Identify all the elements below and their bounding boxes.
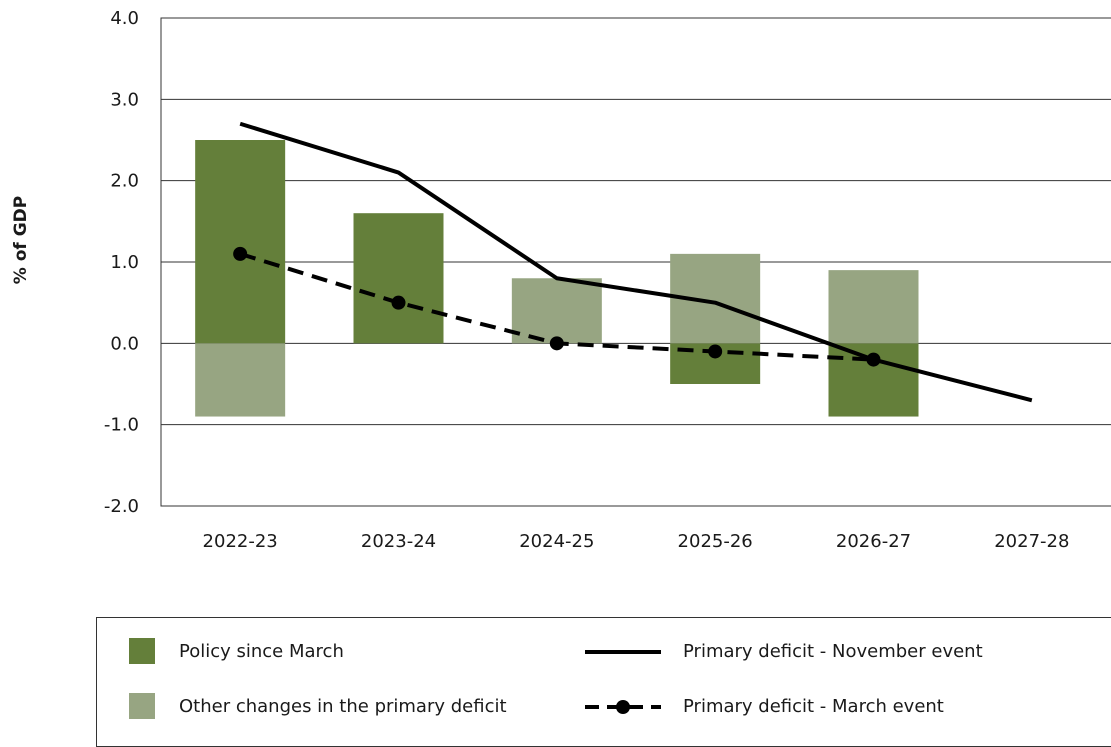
legend-item-other-changes: Other changes in the primary deficit bbox=[129, 693, 507, 719]
march-event-marker bbox=[549, 336, 564, 351]
legend-swatch-other-changes bbox=[129, 693, 155, 719]
march-event-marker bbox=[391, 295, 406, 310]
bar-policy-since-march bbox=[353, 213, 444, 344]
bar-policy-since-march bbox=[195, 140, 286, 344]
legend-item-march: Primary deficit - March event bbox=[583, 696, 944, 717]
legend-label-policy: Policy since March bbox=[179, 640, 344, 662]
plot-frame bbox=[160, 17, 1111, 507]
x-tick-label: 2024-25 bbox=[519, 531, 594, 552]
line-november-event bbox=[239, 121, 1033, 403]
gridlines bbox=[161, 17, 1111, 507]
legend-swatch-policy bbox=[129, 638, 155, 664]
legend-label-march: Primary deficit - March event bbox=[683, 696, 944, 717]
y-tick-label: 0.0 bbox=[110, 333, 139, 354]
y-tick-label: -1.0 bbox=[104, 415, 139, 436]
bar-other-changes bbox=[828, 270, 919, 344]
legend: Policy since March Other changes in the … bbox=[96, 617, 1111, 747]
legend-item-policy: Policy since March bbox=[129, 638, 344, 664]
legend-item-november: Primary deficit - November event bbox=[583, 641, 983, 662]
x-tick-label: 2022-23 bbox=[203, 531, 278, 552]
x-tick-label: 2025-26 bbox=[678, 531, 753, 552]
x-tick-label: 2023-24 bbox=[361, 531, 436, 552]
x-tick-label: 2026-27 bbox=[836, 531, 911, 552]
march-event-marker bbox=[866, 352, 881, 367]
x-tick-label: 2027-28 bbox=[994, 531, 1069, 552]
y-tick-label: 4.0 bbox=[110, 8, 139, 29]
bar-other-changes bbox=[195, 343, 286, 417]
legend-line-november bbox=[585, 649, 661, 654]
y-tick-label: 3.0 bbox=[110, 89, 139, 110]
legend-line-march bbox=[585, 699, 661, 714]
legend-label-november: Primary deficit - November event bbox=[683, 641, 983, 662]
legend-label-other-changes: Other changes in the primary deficit bbox=[179, 695, 507, 717]
y-tick-label: 1.0 bbox=[110, 252, 139, 273]
march-event-marker bbox=[708, 344, 723, 359]
bar-other-changes bbox=[511, 278, 602, 344]
y-axis-ticks: 4.0 3.0 2.0 1.0 0.0 -1.0 -2.0 bbox=[104, 8, 139, 517]
y-axis-label: % of GDP bbox=[11, 196, 31, 284]
y-tick-label: -2.0 bbox=[104, 496, 139, 517]
march-event-marker bbox=[233, 246, 248, 261]
lines bbox=[233, 121, 1033, 403]
x-axis-ticks: 2022-23 2023-24 2024-25 2025-26 2026-27 2027-… bbox=[203, 531, 1070, 552]
y-tick-label: 2.0 bbox=[110, 171, 139, 192]
